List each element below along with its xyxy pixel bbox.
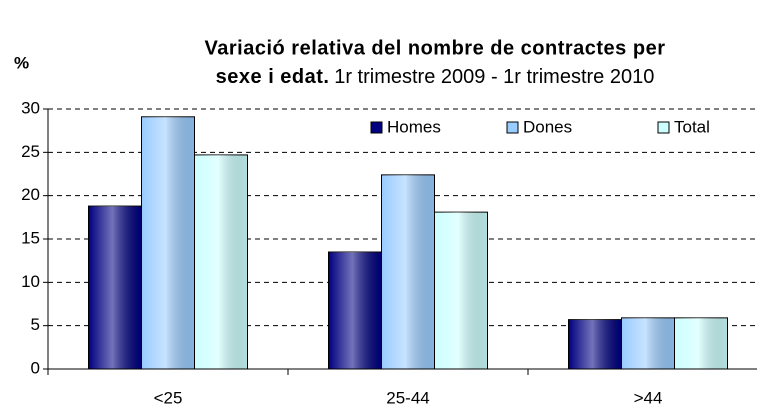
x-tick-label: 25-44 — [386, 388, 429, 407]
legend-swatch — [506, 121, 519, 134]
chart-title: Variació relativa del nombre de contract… — [205, 37, 666, 59]
x-tick-label: >44 — [634, 388, 663, 407]
y-tick-label: 30 — [21, 98, 40, 117]
bar — [194, 154, 248, 370]
bar — [328, 251, 382, 370]
y-tick-label: 10 — [21, 272, 40, 291]
legend-label: Total — [674, 117, 710, 136]
y-tick-label: 25 — [21, 142, 40, 161]
y-tick-label: 0 — [31, 358, 40, 377]
bar — [381, 174, 435, 370]
bar — [674, 317, 728, 370]
bar — [621, 317, 675, 370]
bar — [434, 211, 488, 370]
chart-title-line2: sexe i edat. — [216, 66, 330, 88]
y-tick-label: 15 — [21, 228, 40, 247]
bar — [568, 319, 622, 370]
x-tick-label: <25 — [154, 388, 183, 407]
y-tick-label: 5 — [31, 315, 40, 334]
legend-swatch — [657, 121, 670, 134]
chart-subtitle: 1r trimestre 2009 - 1r trimestre 2010 — [334, 66, 654, 88]
legend-swatch — [370, 121, 383, 134]
y-tick-label: 20 — [21, 185, 40, 204]
chart-subtitle-line: sexe i edat. 1r trimestre 2009 - 1r trim… — [216, 66, 655, 88]
y-axis-label: % — [14, 53, 29, 72]
bar — [88, 205, 142, 370]
legend-label: Dones — [523, 117, 572, 136]
legend-label: Homes — [387, 117, 441, 136]
bar — [141, 116, 195, 370]
